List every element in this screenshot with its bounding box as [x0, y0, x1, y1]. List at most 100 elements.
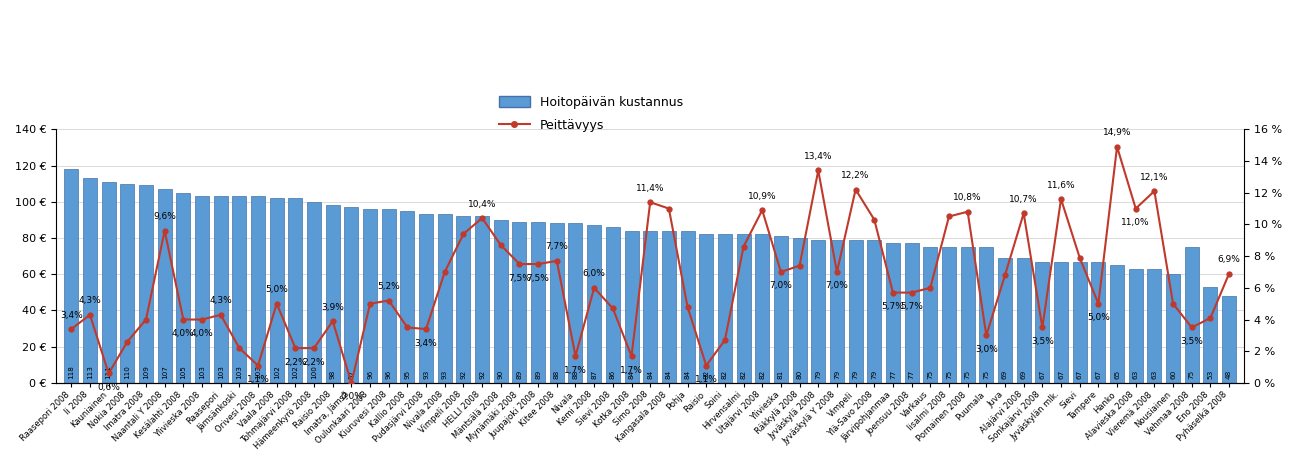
Bar	[811, 240, 825, 383]
Text: 84: 84	[665, 370, 672, 379]
Text: 79: 79	[816, 370, 821, 379]
Text: 92: 92	[479, 370, 485, 379]
Text: 10,4%: 10,4%	[468, 199, 497, 209]
Text: 107: 107	[162, 365, 167, 379]
Text: 1,7%: 1,7%	[620, 365, 643, 375]
Bar	[401, 211, 415, 383]
Text: 1,1%: 1,1%	[246, 375, 270, 384]
Text: 75: 75	[1189, 370, 1195, 379]
Bar	[1204, 287, 1218, 383]
Text: 5,7%: 5,7%	[882, 302, 904, 311]
Text: 75: 75	[927, 370, 934, 379]
Text: 10,7%: 10,7%	[1009, 195, 1038, 204]
Bar	[961, 247, 974, 383]
Bar	[625, 231, 638, 383]
Text: 89: 89	[516, 370, 523, 379]
Text: 7,0%: 7,0%	[825, 281, 848, 290]
Bar	[101, 182, 115, 383]
Bar	[494, 220, 508, 383]
Text: 4,0%: 4,0%	[173, 329, 195, 338]
Text: 14,9%: 14,9%	[1102, 128, 1131, 137]
Text: 6,0%: 6,0%	[582, 269, 606, 278]
Text: 105: 105	[180, 365, 187, 379]
Text: 96: 96	[367, 370, 374, 379]
Bar	[1184, 247, 1198, 383]
Bar	[755, 234, 769, 383]
Bar	[1017, 258, 1031, 383]
Text: 63: 63	[1152, 370, 1157, 379]
Bar	[1222, 296, 1236, 383]
Text: 93: 93	[423, 370, 429, 379]
Bar	[1091, 261, 1105, 383]
Text: 65: 65	[1114, 370, 1121, 379]
Text: 103: 103	[256, 365, 261, 379]
Text: 88: 88	[554, 370, 560, 379]
Text: 12,2%: 12,2%	[842, 171, 870, 180]
Text: 10,8%: 10,8%	[953, 193, 982, 202]
Bar	[195, 196, 209, 383]
Bar	[532, 222, 545, 383]
Text: 4,0%: 4,0%	[191, 329, 214, 338]
Bar	[288, 198, 302, 383]
Text: 7,5%: 7,5%	[527, 274, 550, 282]
Text: 110: 110	[125, 365, 130, 379]
Text: 75: 75	[946, 370, 952, 379]
Text: 11,4%: 11,4%	[636, 184, 664, 192]
Text: 5,7%: 5,7%	[900, 302, 923, 311]
Text: 67: 67	[1058, 370, 1064, 379]
Text: 11,0%: 11,0%	[1122, 218, 1150, 227]
Text: 2,2%: 2,2%	[302, 357, 326, 367]
Bar	[1035, 261, 1049, 383]
Text: 102: 102	[274, 365, 280, 379]
Text: 103: 103	[198, 365, 205, 379]
Text: 63: 63	[1132, 370, 1139, 379]
Text: 79: 79	[872, 370, 877, 379]
Text: 48: 48	[1226, 370, 1232, 379]
Text: 109: 109	[143, 365, 149, 379]
Bar	[792, 238, 807, 383]
Text: 96: 96	[385, 370, 392, 379]
Text: 77: 77	[909, 370, 914, 379]
Text: 84: 84	[647, 370, 654, 379]
Text: 82: 82	[759, 370, 765, 379]
Text: 6,9%: 6,9%	[1218, 255, 1240, 264]
Text: 3,4%: 3,4%	[415, 339, 437, 348]
Text: 67: 67	[1039, 370, 1045, 379]
Bar	[214, 196, 228, 383]
Text: 9,6%: 9,6%	[153, 212, 176, 221]
Bar	[830, 240, 844, 383]
Bar	[568, 224, 582, 383]
Bar	[942, 247, 956, 383]
Text: 3,5%: 3,5%	[1031, 337, 1053, 346]
Bar	[345, 207, 358, 383]
Text: 0,6%: 0,6%	[97, 383, 121, 392]
Bar	[438, 214, 451, 383]
Bar	[1073, 261, 1087, 383]
Text: 118: 118	[69, 365, 74, 379]
Bar	[737, 234, 751, 383]
Bar	[588, 225, 602, 383]
Text: 1,1%: 1,1%	[695, 375, 717, 384]
Bar	[606, 227, 620, 383]
Bar	[83, 178, 97, 383]
Bar	[307, 202, 322, 383]
Text: 79: 79	[834, 370, 840, 379]
Text: 11,6%: 11,6%	[1047, 180, 1075, 190]
Text: 69: 69	[1003, 370, 1008, 379]
Bar	[158, 189, 171, 383]
Text: 102: 102	[292, 365, 298, 379]
Bar	[1148, 269, 1161, 383]
Text: 0,0%: 0,0%	[340, 392, 363, 402]
Text: 7,7%: 7,7%	[545, 242, 568, 251]
Text: 3,4%: 3,4%	[60, 310, 83, 320]
Bar	[232, 196, 246, 383]
Text: 82: 82	[722, 370, 728, 379]
Text: 103: 103	[236, 365, 243, 379]
Bar	[661, 231, 676, 383]
Bar	[419, 214, 433, 383]
Bar	[979, 247, 994, 383]
Bar	[997, 258, 1012, 383]
Text: 53: 53	[1208, 370, 1214, 379]
Text: 87: 87	[591, 370, 597, 379]
Text: 67: 67	[1077, 370, 1083, 379]
